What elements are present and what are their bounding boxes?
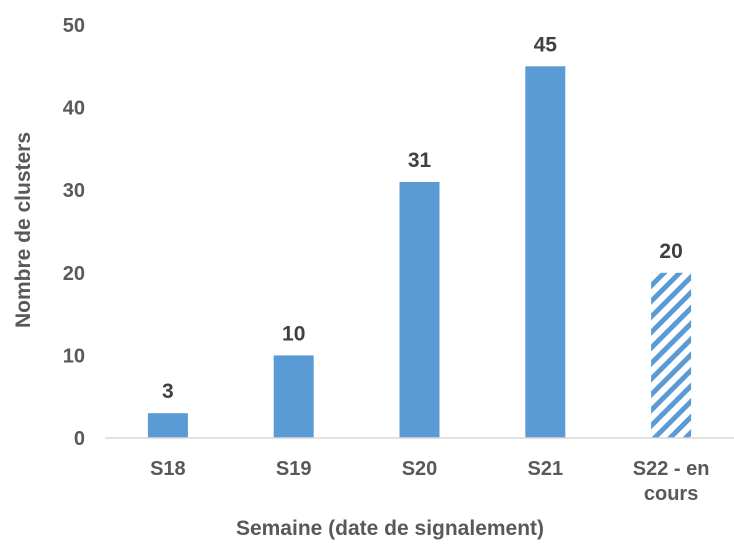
bar-s18 xyxy=(147,413,188,438)
x-tick-label: S21 xyxy=(528,458,564,480)
x-tick-label: S20 xyxy=(402,458,438,480)
bars-group xyxy=(147,66,692,439)
x-tick-label: S22 - en cours xyxy=(633,458,710,505)
data-label: 10 xyxy=(282,322,305,345)
data-label: 31 xyxy=(408,149,432,172)
y-tick-label: 0 xyxy=(74,428,85,450)
x-tick-label: S18 xyxy=(150,458,186,480)
bar-s19 xyxy=(273,355,314,438)
data-label: 20 xyxy=(659,240,682,263)
y-axis-title: Nombre de clusters xyxy=(12,132,35,328)
y-tick-label: 50 xyxy=(63,15,85,37)
y-tick-label: 20 xyxy=(63,263,85,285)
bar-s22 xyxy=(651,272,692,438)
data-label: 45 xyxy=(534,33,558,56)
data-labels-group: 3 10 31 45 20 xyxy=(162,33,683,403)
bar-s20 xyxy=(399,181,440,438)
y-axis-ticks: 0 10 20 30 40 50 xyxy=(63,15,85,450)
y-tick-label: 10 xyxy=(63,345,85,367)
x-tick-label: S19 xyxy=(276,458,312,480)
y-tick-label: 30 xyxy=(63,180,85,202)
data-label: 3 xyxy=(162,380,174,403)
bar-s21 xyxy=(525,66,566,439)
y-tick-label: 40 xyxy=(63,98,85,120)
x-axis-ticks: S18 S19 S20 S21 S22 - en cours xyxy=(150,458,709,505)
x-axis-title: Semaine (date de signalement) xyxy=(236,517,544,540)
